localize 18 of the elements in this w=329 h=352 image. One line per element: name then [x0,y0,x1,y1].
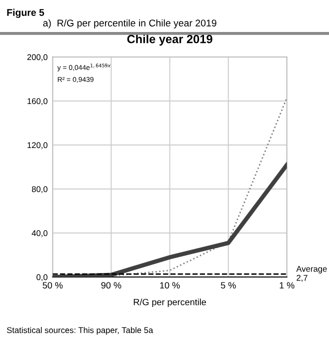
x-tick-label: 1 % [280,282,294,288]
x-tick-label: 5 % [220,282,236,289]
x-tick-label: 90 % [101,282,122,289]
x-axis-title: R/G per percentile [134,298,206,308]
text: Statistical sources: This paper, Table 5a [6,326,154,335]
chart-title: Chile year 2019 [127,34,212,46]
y-tick-label: 0,0 [36,274,48,282]
x-tick-label: 10 % [160,282,180,289]
y-tick-label: 80,0 [32,186,48,194]
line-series [52,162,287,278]
y-tick-label: 160,0 [28,98,48,106]
y-tick-label: 200,0 [27,54,48,62]
caption: Figure 5 [7,8,44,18]
ref-line-label: Average 2,7 [296,266,327,282]
chart-subtitle: a) R/G per percentile in Chile year 2019 [43,19,216,28]
y-tick-label: 120,0 [28,142,48,150]
x-tick-label: 50 % [42,282,63,289]
y-tick-label: 40,0 [32,230,48,238]
